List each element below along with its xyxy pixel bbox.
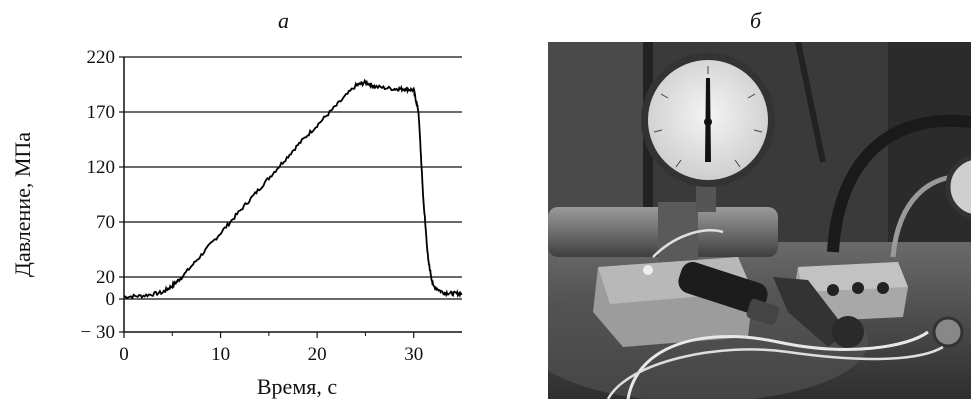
- y-tick-label: 120: [87, 157, 116, 178]
- y-tick-label: 220: [87, 47, 116, 68]
- x-tick-label: 30: [404, 344, 423, 365]
- pressure-series-line: [123, 78, 463, 300]
- x-tick-label: 20: [308, 344, 327, 365]
- panel-label-b: б: [750, 8, 762, 33]
- y-axis-title: Давление, МПа: [10, 132, 35, 277]
- chart-grid: [124, 56, 462, 300]
- y-tick-label: 0: [106, 289, 116, 310]
- x-tick-label: 10: [211, 344, 230, 365]
- x-tick-label: 0: [119, 344, 129, 365]
- x-axis-title: Время, с: [257, 374, 337, 399]
- y-tick-label: 20: [96, 267, 115, 288]
- y-tick-label: 170: [87, 102, 116, 123]
- panel-label-a: а: [278, 8, 289, 33]
- chart-axes: [123, 57, 462, 333]
- chart-series: [123, 78, 463, 300]
- y-tick-label: − 30: [81, 322, 115, 343]
- pressure-test-equipment-photo: [548, 42, 971, 399]
- y-tick-label: 70: [96, 212, 115, 233]
